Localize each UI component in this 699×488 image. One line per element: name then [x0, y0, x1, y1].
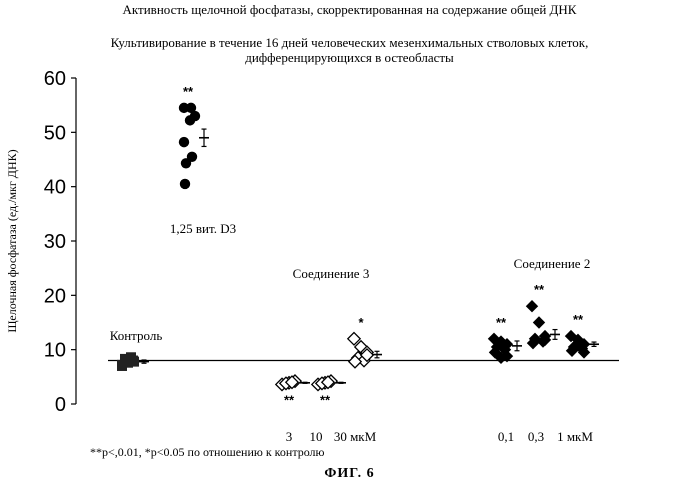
data-point-filled-diamond — [538, 333, 552, 347]
data-point-circle — [178, 136, 190, 148]
chart-subtitle-line-2: дифференцирующихся в остеобласты — [245, 50, 454, 65]
data-point-filled-diamond — [532, 316, 546, 329]
data-point-filled-diamond — [525, 300, 539, 313]
y-tick-label: 50 — [44, 122, 66, 144]
data-point-filled-diamond — [571, 339, 585, 352]
data-point-square — [117, 360, 127, 371]
data-point-open-diamond — [359, 347, 375, 363]
y-axis-label: Щелочная фосфатаза (ед./мкг ДНК) — [5, 149, 19, 332]
data-point-open-diamond — [346, 331, 362, 346]
data-point-square — [129, 356, 139, 367]
significance-mark: ** — [573, 312, 584, 327]
significance-mark: ** — [534, 282, 545, 297]
group-label: 1,25 вит. D3 — [170, 221, 236, 236]
group-label: Соединение 3 — [293, 266, 370, 281]
chart-title: Активность щелочной фосфатазы, скорректи… — [122, 2, 577, 17]
data-point-filled-diamond — [526, 336, 540, 350]
data-point-circle — [185, 102, 197, 114]
y-tick-label: 10 — [44, 340, 66, 362]
significance-mark: ** — [320, 392, 331, 407]
x-tick-label: 1 мкМ — [557, 429, 593, 444]
data-point-open-diamond — [347, 354, 363, 369]
chart-subtitle: Культивирование в течение 16 дней челове… — [0, 35, 699, 65]
data-point-filled-diamond — [494, 351, 508, 365]
data-point-circle — [179, 178, 191, 190]
y-tick-label: 30 — [44, 231, 66, 253]
data-point-circle — [184, 115, 196, 126]
y-tick-label: 40 — [44, 177, 66, 199]
group-label: Соединение 2 — [514, 256, 591, 271]
x-tick-label: 3 — [286, 429, 293, 444]
significance-mark: ** — [183, 84, 194, 99]
x-tick-label: 30 мкМ — [334, 429, 377, 444]
data-point-square — [123, 354, 133, 365]
y-tick-label: 20 — [44, 285, 66, 307]
data-point-open-diamond — [284, 375, 300, 390]
figure-caption: ФИГ. 6 — [324, 466, 375, 481]
group-label: Контроль — [110, 328, 163, 343]
x-tick-label: 10 — [310, 429, 323, 444]
significance-mark: * — [358, 315, 364, 330]
chart-subtitle-line-1: Культивирование в течение 16 дней челове… — [110, 35, 589, 50]
significance-mark: ** — [496, 315, 507, 330]
significance-mark: ** — [284, 392, 295, 407]
y-tick-label: 0 — [55, 394, 66, 416]
data-point-open-diamond — [320, 375, 336, 390]
x-tick-label: 0,1 — [498, 429, 514, 444]
significance-footnote: **p<,0.01, *p<0.05 по отношению к контро… — [90, 445, 325, 459]
y-tick-label: 60 — [44, 68, 66, 90]
data-point-filled-diamond — [577, 346, 591, 359]
data-point-circle — [180, 158, 192, 169]
x-tick-label: 0,3 — [528, 429, 544, 444]
